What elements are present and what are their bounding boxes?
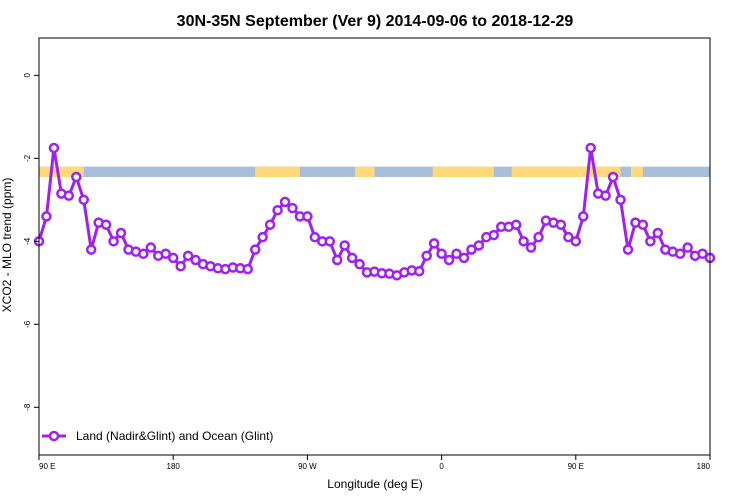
data-point xyxy=(85,244,97,255)
x-axis: 90 E 180 90 W 0 90 E 180 xyxy=(38,455,711,471)
data-point xyxy=(302,211,313,222)
data-point xyxy=(41,211,52,222)
data-point xyxy=(264,219,276,230)
data-point xyxy=(175,260,186,272)
data-point xyxy=(100,219,112,230)
data-point xyxy=(488,229,500,241)
y-axis: 0 -2 -4 -6 -8 xyxy=(23,73,39,411)
data-point xyxy=(354,258,365,270)
x-axis-label: Longitude (deg E) xyxy=(327,477,422,491)
land-strip-segment xyxy=(255,166,300,177)
data-point xyxy=(510,219,522,230)
data-point xyxy=(674,248,686,260)
data-point xyxy=(287,202,298,214)
data-point xyxy=(71,171,82,183)
data-point xyxy=(138,248,149,260)
y-tick-label: -2 xyxy=(23,154,32,162)
data-point xyxy=(473,240,485,251)
y-tick-label: 0 xyxy=(23,73,32,78)
land-strip-segment xyxy=(432,166,494,177)
data-point xyxy=(115,227,127,239)
data-point xyxy=(331,254,343,266)
data-point xyxy=(458,252,470,264)
data-point xyxy=(279,196,291,208)
data-point xyxy=(518,236,529,247)
data-point xyxy=(563,231,574,243)
x-tick-label: 90 E xyxy=(568,462,584,471)
land-strip-segment xyxy=(511,166,621,177)
data-point xyxy=(249,244,261,255)
data-point xyxy=(413,265,425,277)
data-point xyxy=(339,240,350,251)
data-point xyxy=(242,263,254,275)
data-point xyxy=(697,248,708,260)
data-point xyxy=(436,248,447,260)
legend-label: Land (Nadir&Glint) and Ocean (Glint) xyxy=(76,429,273,443)
data-point xyxy=(652,227,664,239)
surface-strip xyxy=(39,166,710,177)
data-point xyxy=(108,236,119,247)
x-tick-label: 180 xyxy=(697,462,711,471)
data-point xyxy=(190,254,201,266)
data-point xyxy=(346,252,358,264)
data-point xyxy=(682,242,693,253)
data-point xyxy=(451,248,462,260)
data-point xyxy=(78,194,89,206)
data-point xyxy=(167,252,179,264)
data-point xyxy=(585,142,596,154)
legend: Land (Nadir&Glint) and Ocean (Glint) xyxy=(42,429,273,443)
land-strip-segment xyxy=(355,166,375,177)
series-layer xyxy=(33,142,716,281)
data-point xyxy=(421,250,432,262)
data-point xyxy=(555,219,567,230)
chart-title: 30N-35N September (Ver 9) 2014-09-06 to … xyxy=(177,13,574,30)
data-point xyxy=(428,238,440,249)
x-tick-label: 90 W xyxy=(298,462,317,471)
data-point xyxy=(443,254,455,266)
data-point xyxy=(48,142,60,154)
legend-marker-swatch xyxy=(48,430,60,442)
data-point xyxy=(615,194,626,206)
data-point xyxy=(607,171,619,183)
land-strip-segment xyxy=(39,166,84,177)
data-point xyxy=(182,250,194,262)
data-point xyxy=(622,244,634,255)
data-point xyxy=(525,242,537,253)
data-point xyxy=(160,248,171,260)
data-point xyxy=(145,242,157,253)
y-tick-label: -8 xyxy=(23,403,32,411)
data-point xyxy=(63,190,75,201)
data-point xyxy=(645,236,656,247)
x-tick-label: 90 E xyxy=(39,462,55,471)
data-point xyxy=(578,211,589,222)
y-tick-label: -6 xyxy=(23,320,32,328)
data-point xyxy=(257,231,268,243)
data-point xyxy=(637,219,649,230)
data-point xyxy=(533,231,544,243)
data-point xyxy=(600,190,611,201)
x-tick-label: 0 xyxy=(439,462,444,471)
x-tick-label: 180 xyxy=(167,462,181,471)
y-axis-label: XCO2 - MLO trend (ppm) xyxy=(0,178,14,313)
data-point xyxy=(309,231,321,243)
land-strip-segment xyxy=(630,166,643,177)
data-point xyxy=(324,236,336,247)
plot-frame xyxy=(38,37,711,456)
data-point xyxy=(272,204,283,216)
data-point xyxy=(466,244,477,255)
data-point xyxy=(570,236,582,247)
y-tick-label: -4 xyxy=(23,237,32,245)
